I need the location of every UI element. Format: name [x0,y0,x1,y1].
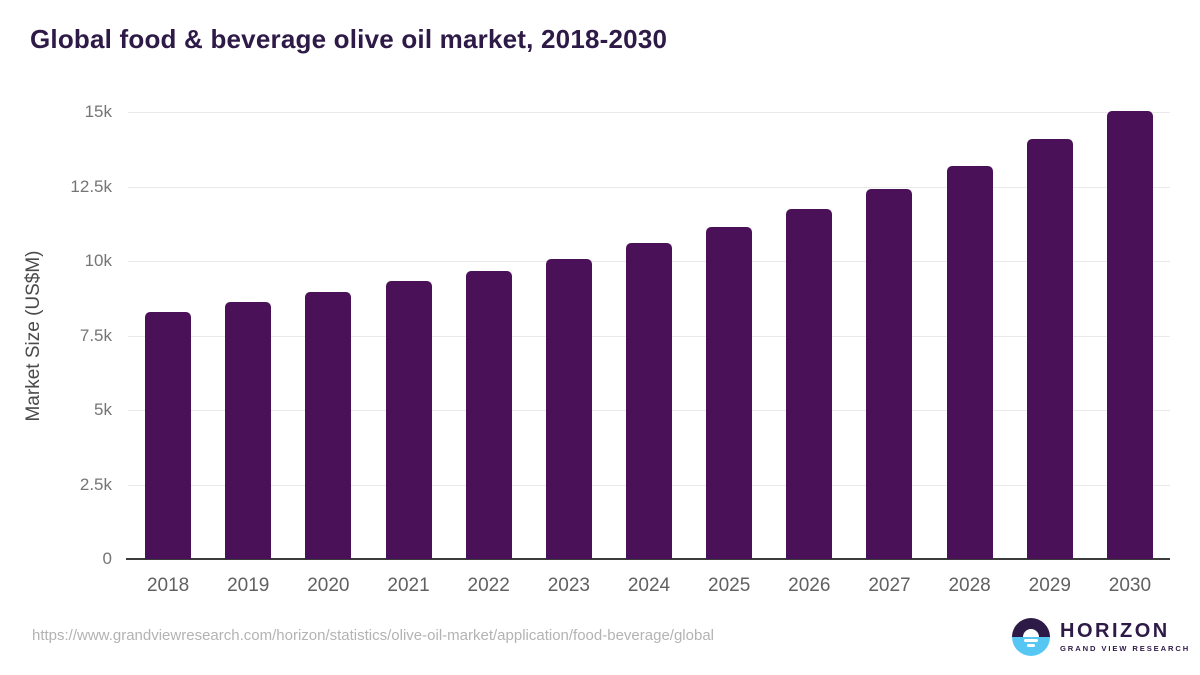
gridline-12.5k [128,186,1170,188]
bar-2021[interactable] [385,281,432,559]
x-tick-label-2019: 2019 [227,575,270,596]
bar-2019[interactable] [225,302,272,559]
chart-title: Global food & beverage olive oil market,… [30,24,668,54]
y-tick-label-0: 0 [102,549,112,568]
x-axis-line [126,558,1170,560]
bar-2026[interactable] [786,208,833,559]
x-tick-label-2030: 2030 [1108,575,1152,596]
x-tick-label-2029: 2029 [1028,575,1071,596]
bar-2027[interactable] [866,188,913,559]
x-tick-label-2023: 2023 [547,575,590,596]
bar-2025[interactable] [706,227,753,559]
gridline-15k [128,112,1170,113]
horizon-sun-icon [1012,618,1050,656]
bar-2020[interactable] [305,292,352,559]
plot-area: 0 2.5k 5k 7.5k 10k 12.5k 15k 2018 2019 2020 2021 20… [70,102,1170,596]
y-tick-label-15k: 15k [84,102,112,121]
x-tick-label-2022: 2022 [467,575,510,596]
logo-title: HORIZON [1060,620,1170,642]
x-tick-label-2024: 2024 [627,575,671,596]
bar-2028[interactable] [946,165,993,559]
x-tick-label-2027: 2027 [868,575,911,596]
y-tick-label-5k: 5k [94,400,112,419]
y-tick-label-2.5k: 2.5k [79,474,112,494]
x-tick-label-2021: 2021 [387,575,430,596]
bar-2022[interactable] [465,270,512,559]
y-tick-label-10k: 10k [84,251,112,270]
horizon-sun-icon-reflection [1027,644,1035,647]
logo-subtitle: GRAND VIEW RESEARCH [1060,644,1191,653]
source-url: https://www.grandviewresearch.com/horizo… [32,627,714,644]
horizon-sun-icon-reflection [1024,639,1038,642]
bar-2023[interactable] [545,258,592,559]
horizon-sun-icon-hole [1023,629,1039,637]
x-tick-label-2028: 2028 [948,575,991,596]
x-tick-label-2020: 2020 [307,575,350,596]
y-tick-label-12.5k: 12.5k [70,176,112,196]
horizon-logo[interactable]: HORIZON GRAND VIEW RESEARCH [1012,618,1190,656]
bar-2029[interactable] [1026,139,1073,559]
y-tick-label-7.5k: 7.5k [79,325,112,345]
x-tick-label-2026: 2026 [788,575,831,596]
bar-2024[interactable] [626,242,672,559]
x-tick-label-2025: 2025 [708,575,751,596]
logo-text: HORIZON GRAND VIEW RESEARCH [1060,620,1191,654]
x-tick-label-2018: 2018 [146,575,190,596]
bar-2030[interactable] [1106,110,1153,559]
bar-2018[interactable] [145,312,192,559]
